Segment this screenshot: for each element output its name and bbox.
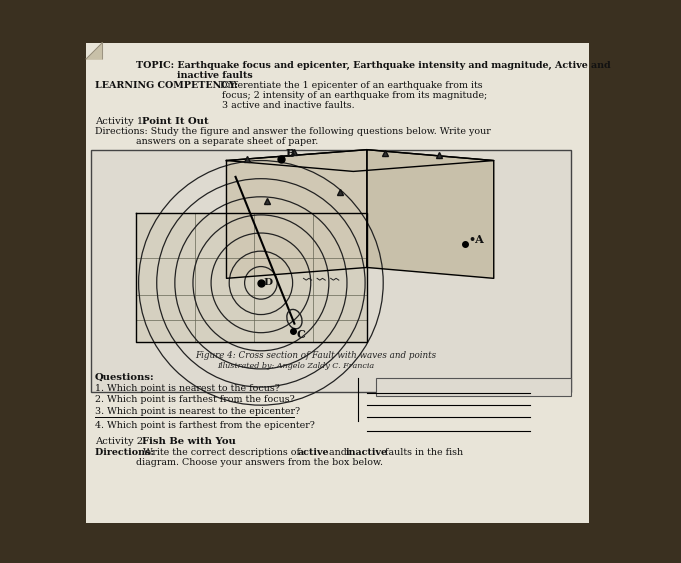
Polygon shape — [227, 150, 494, 171]
Text: Activity 1:: Activity 1: — [95, 117, 150, 126]
Text: Illustrated by: Angelo Zaldy C. Francia: Illustrated by: Angelo Zaldy C. Francia — [217, 362, 375, 370]
Text: D: D — [264, 278, 273, 287]
Text: Directions: Study the figure and answer the following questions below. Write you: Directions: Study the figure and answer … — [95, 127, 491, 136]
Text: Point It Out: Point It Out — [142, 117, 209, 126]
Text: Questions:: Questions: — [95, 373, 155, 382]
Text: Write the correct descriptions of: Write the correct descriptions of — [143, 448, 303, 457]
Polygon shape — [86, 43, 102, 59]
FancyBboxPatch shape — [91, 150, 571, 392]
Text: inactive: inactive — [346, 448, 388, 457]
Text: answers on a separate sheet of paper.: answers on a separate sheet of paper. — [136, 137, 318, 146]
FancyBboxPatch shape — [376, 378, 571, 396]
Text: C: C — [296, 329, 305, 340]
Text: diagram. Choose your answers from the box below.: diagram. Choose your answers from the bo… — [136, 458, 383, 467]
Polygon shape — [367, 150, 494, 278]
FancyBboxPatch shape — [86, 43, 589, 523]
Text: B: B — [285, 148, 295, 159]
Text: active: active — [297, 448, 329, 457]
Text: Fish Be with You: Fish Be with You — [142, 437, 236, 446]
Text: 2. Which point is farthest from the focus?: 2. Which point is farthest from the focu… — [95, 395, 295, 404]
Text: TOPIC: Earthquake focus and epicenter, Earthquake intensity and magnitude, Activ: TOPIC: Earthquake focus and epicenter, E… — [136, 61, 611, 70]
Text: Figure 4: Cross section of Fault with waves and points: Figure 4: Cross section of Fault with wa… — [195, 351, 436, 360]
Text: Activity 2.: Activity 2. — [95, 437, 150, 446]
Polygon shape — [227, 150, 367, 278]
Text: 3 active and inactive faults.: 3 active and inactive faults. — [222, 101, 355, 110]
Text: 3. Which point is nearest to the epicenter?: 3. Which point is nearest to the epicent… — [95, 407, 300, 416]
Text: faults in the fish: faults in the fish — [382, 448, 464, 457]
Text: Directions:: Directions: — [95, 448, 157, 457]
Text: LEARNING COMPETENCY:: LEARNING COMPETENCY: — [95, 81, 238, 90]
Text: and: and — [326, 448, 350, 457]
Text: focus; 2 intensity of an earthquake from its magnitude;: focus; 2 intensity of an earthquake from… — [222, 91, 487, 100]
Text: •A: •A — [469, 234, 484, 245]
Text: 4. Which point is farthest from the epicenter?: 4. Which point is farthest from the epic… — [95, 421, 315, 430]
Text: inactive faults: inactive faults — [176, 71, 253, 80]
Text: Differentiate the 1 epicenter of an earthquake from its: Differentiate the 1 epicenter of an eart… — [217, 81, 483, 90]
Polygon shape — [136, 213, 367, 342]
Text: 1. Which point is nearest to the focus?: 1. Which point is nearest to the focus? — [95, 383, 280, 392]
